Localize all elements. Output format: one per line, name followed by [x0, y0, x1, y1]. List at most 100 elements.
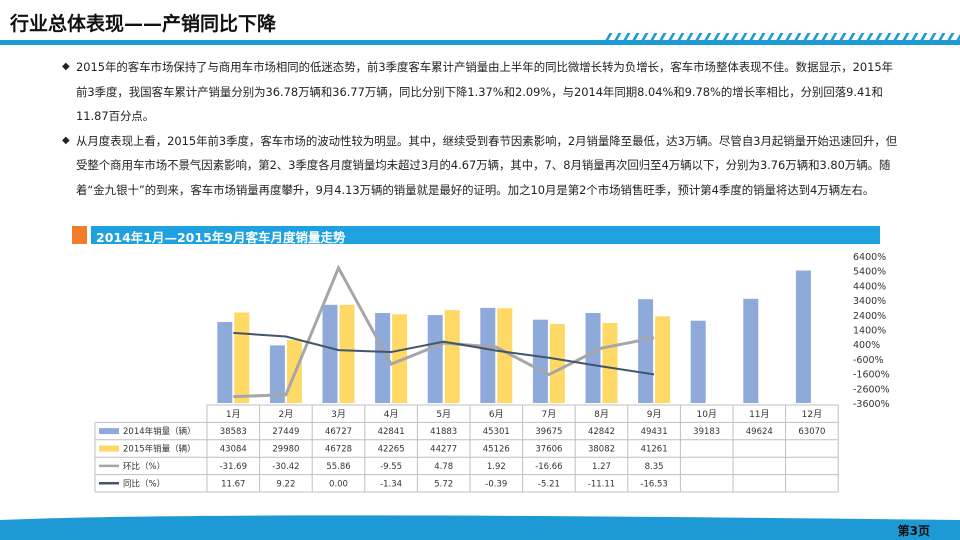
right-axis-tick-label: 5400%: [853, 267, 886, 278]
right-axis-tick-label: 1400%: [853, 326, 886, 337]
category-label: 8月: [594, 409, 609, 420]
bar-2015: [392, 314, 408, 403]
table-cell: 9.22: [276, 479, 295, 489]
table-cell: 49624: [746, 427, 773, 437]
table-cell: 27449: [272, 427, 299, 437]
category-label: 3月: [331, 409, 346, 420]
bar-2015: [234, 312, 250, 403]
bar-2014: [322, 304, 338, 403]
legend-label: 环比（%）: [123, 461, 165, 472]
table-cell: 1.27: [592, 462, 611, 472]
right-axis-tick-label: 3400%: [853, 296, 886, 307]
category-label: 4月: [384, 409, 399, 420]
table-cell: 41883: [430, 427, 457, 437]
table-cell: 5.72: [434, 479, 453, 489]
bar-2014: [217, 321, 233, 403]
table-cell: 42842: [588, 427, 615, 437]
bar-2014: [795, 270, 811, 403]
chart-header-accent: [72, 226, 87, 244]
table-cell: 49431: [641, 427, 668, 437]
table-cell: 63070: [798, 427, 825, 437]
table-cell: 38082: [588, 445, 615, 455]
bar-2014: [427, 315, 443, 403]
table-cell: 29980: [272, 445, 299, 455]
right-axis-tick-label: 6400%: [853, 252, 886, 263]
table-cell: -31.69: [220, 462, 247, 472]
bullet-text: 2015年的客车市场保持了与商用车市场相同的低迷态势，前3季度客车累计产销量由上…: [76, 60, 894, 123]
chart-title: 2014年1月—2015年9月客车月度销量走势: [96, 230, 346, 245]
chart-header-bar: [91, 226, 880, 244]
bar-2014: [480, 307, 496, 403]
table-cell: -1.34: [380, 479, 402, 489]
table-cell: 46727: [325, 427, 352, 437]
legend-label: 2014年销量（辆）: [123, 426, 196, 437]
table-cell: 0.00: [329, 479, 348, 489]
bar-2015: [444, 310, 460, 403]
category-label: 2月: [279, 409, 294, 420]
bar-2014: [690, 320, 706, 403]
table-cell: 39675: [535, 427, 562, 437]
table-cell: 42265: [378, 445, 405, 455]
right-axis-tick-label: 4400%: [853, 281, 886, 292]
line-yoy: [233, 331, 655, 376]
footer-bar: [0, 520, 960, 540]
table-cell: 55.86: [326, 462, 350, 472]
table-cell: -16.66: [535, 462, 562, 472]
diamond-bullet-icon: ◆: [62, 61, 70, 72]
table-cell: 46728: [325, 445, 352, 455]
bar-2015: [655, 316, 671, 403]
table-cell: -16.53: [640, 479, 667, 489]
table-cell: 39183: [693, 427, 720, 437]
bar-2014: [638, 299, 654, 403]
legend-label: 2015年销量（辆）: [123, 444, 196, 455]
table-cell: -11.11: [588, 479, 615, 489]
right-axis-tick-label: -3600%: [853, 399, 890, 410]
category-label: 9月: [647, 409, 662, 420]
table-cell: -0.39: [485, 479, 507, 489]
table-cell: 45126: [483, 445, 510, 455]
right-axis-tick-label: 2400%: [853, 311, 886, 322]
table-cell: 42841: [378, 427, 405, 437]
bar-2015: [497, 308, 513, 403]
table-cell: 4.78: [434, 462, 453, 472]
table-cell: -9.55: [380, 462, 402, 472]
table-cell: 41261: [641, 445, 668, 455]
bullet-text: 从月度表现上看，2015年前3季度，客车市场的波动性较为明显。其中，继续受到春节…: [76, 133, 898, 197]
bar-2014: [375, 313, 391, 403]
category-label: 12月: [802, 409, 822, 420]
table-cell: 1.92: [487, 462, 506, 472]
bar-2015: [339, 304, 355, 403]
page-number: 第3页: [897, 524, 930, 538]
category-label: 1月: [226, 409, 241, 420]
legend-swatch: [99, 445, 119, 452]
table-cell: -5.21: [538, 479, 560, 489]
title-underline: [0, 40, 960, 45]
diamond-bullet-icon: ◆: [62, 134, 70, 146]
bullet-item: ◆ 从月度表现上看，2015年前3季度，客车市场的波动性较为明显。其中，继续受到…: [62, 129, 898, 203]
bar-2015: [602, 323, 618, 403]
table-cell: -30.42: [272, 462, 299, 472]
bar-2014: [585, 313, 601, 403]
slide-title: 行业总体表现——产销同比下降: [10, 13, 277, 35]
table-cell: 45301: [483, 427, 510, 437]
bar-2014: [532, 319, 548, 403]
bullet-item: ◆ 2015年的客车市场保持了与商用车市场相同的低迷态势，前3季度客车累计产销量…: [62, 55, 898, 129]
category-label: 5月: [436, 409, 451, 420]
legend-label: 同比（%）: [123, 478, 165, 489]
line-mom: [233, 264, 655, 399]
category-label: 6月: [489, 409, 504, 420]
bar-2014: [743, 298, 759, 403]
table-cell: 37606: [535, 445, 562, 455]
legend-swatch: [99, 428, 119, 435]
table-cell: 8.35: [645, 462, 664, 472]
table-cell: 43084: [220, 445, 247, 455]
right-axis-tick-label: -2600%: [853, 384, 890, 395]
table-cell: 11.67: [221, 479, 245, 489]
table-cell: 44277: [430, 445, 457, 455]
category-label: 10月: [696, 409, 716, 420]
right-axis-tick-label: 400%: [853, 340, 880, 351]
category-label: 11月: [749, 409, 769, 420]
category-label: 7月: [542, 409, 557, 420]
chart-header: 2014年1月—2015年9月客车月度销量走势: [72, 226, 880, 245]
right-axis-tick-label: -600%: [853, 355, 884, 366]
